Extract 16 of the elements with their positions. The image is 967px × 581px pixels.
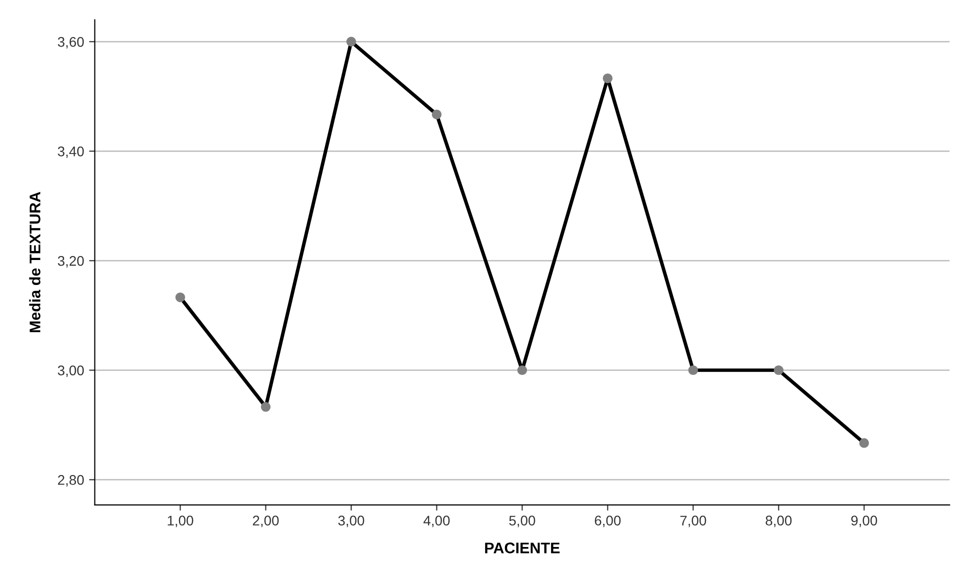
y-tick-label: 3,40 bbox=[58, 146, 84, 158]
y-axis-title: Media de TEXTURA bbox=[29, 192, 40, 332]
x-tick-label: 5,00 bbox=[509, 516, 536, 528]
y-tick-label: 3,00 bbox=[58, 366, 84, 377]
x-tick-label: 4,00 bbox=[424, 516, 450, 528]
x-tick-label: 2,00 bbox=[252, 516, 279, 528]
x-axis-title: PACIENTE bbox=[485, 542, 560, 554]
x-tick-label: 8,00 bbox=[766, 516, 792, 528]
x-tick-label: 7,00 bbox=[680, 516, 706, 528]
x-tick-label: 1,00 bbox=[168, 516, 194, 528]
y-tick-label: 3,20 bbox=[58, 256, 84, 268]
y-tick-label: 2,80 bbox=[58, 475, 84, 487]
x-tick-label: 6,00 bbox=[594, 516, 621, 528]
x-tick-label: 3,00 bbox=[338, 516, 364, 528]
x-tick-label: 9,00 bbox=[851, 516, 878, 528]
y-tick-label: 3,60 bbox=[58, 36, 84, 48]
